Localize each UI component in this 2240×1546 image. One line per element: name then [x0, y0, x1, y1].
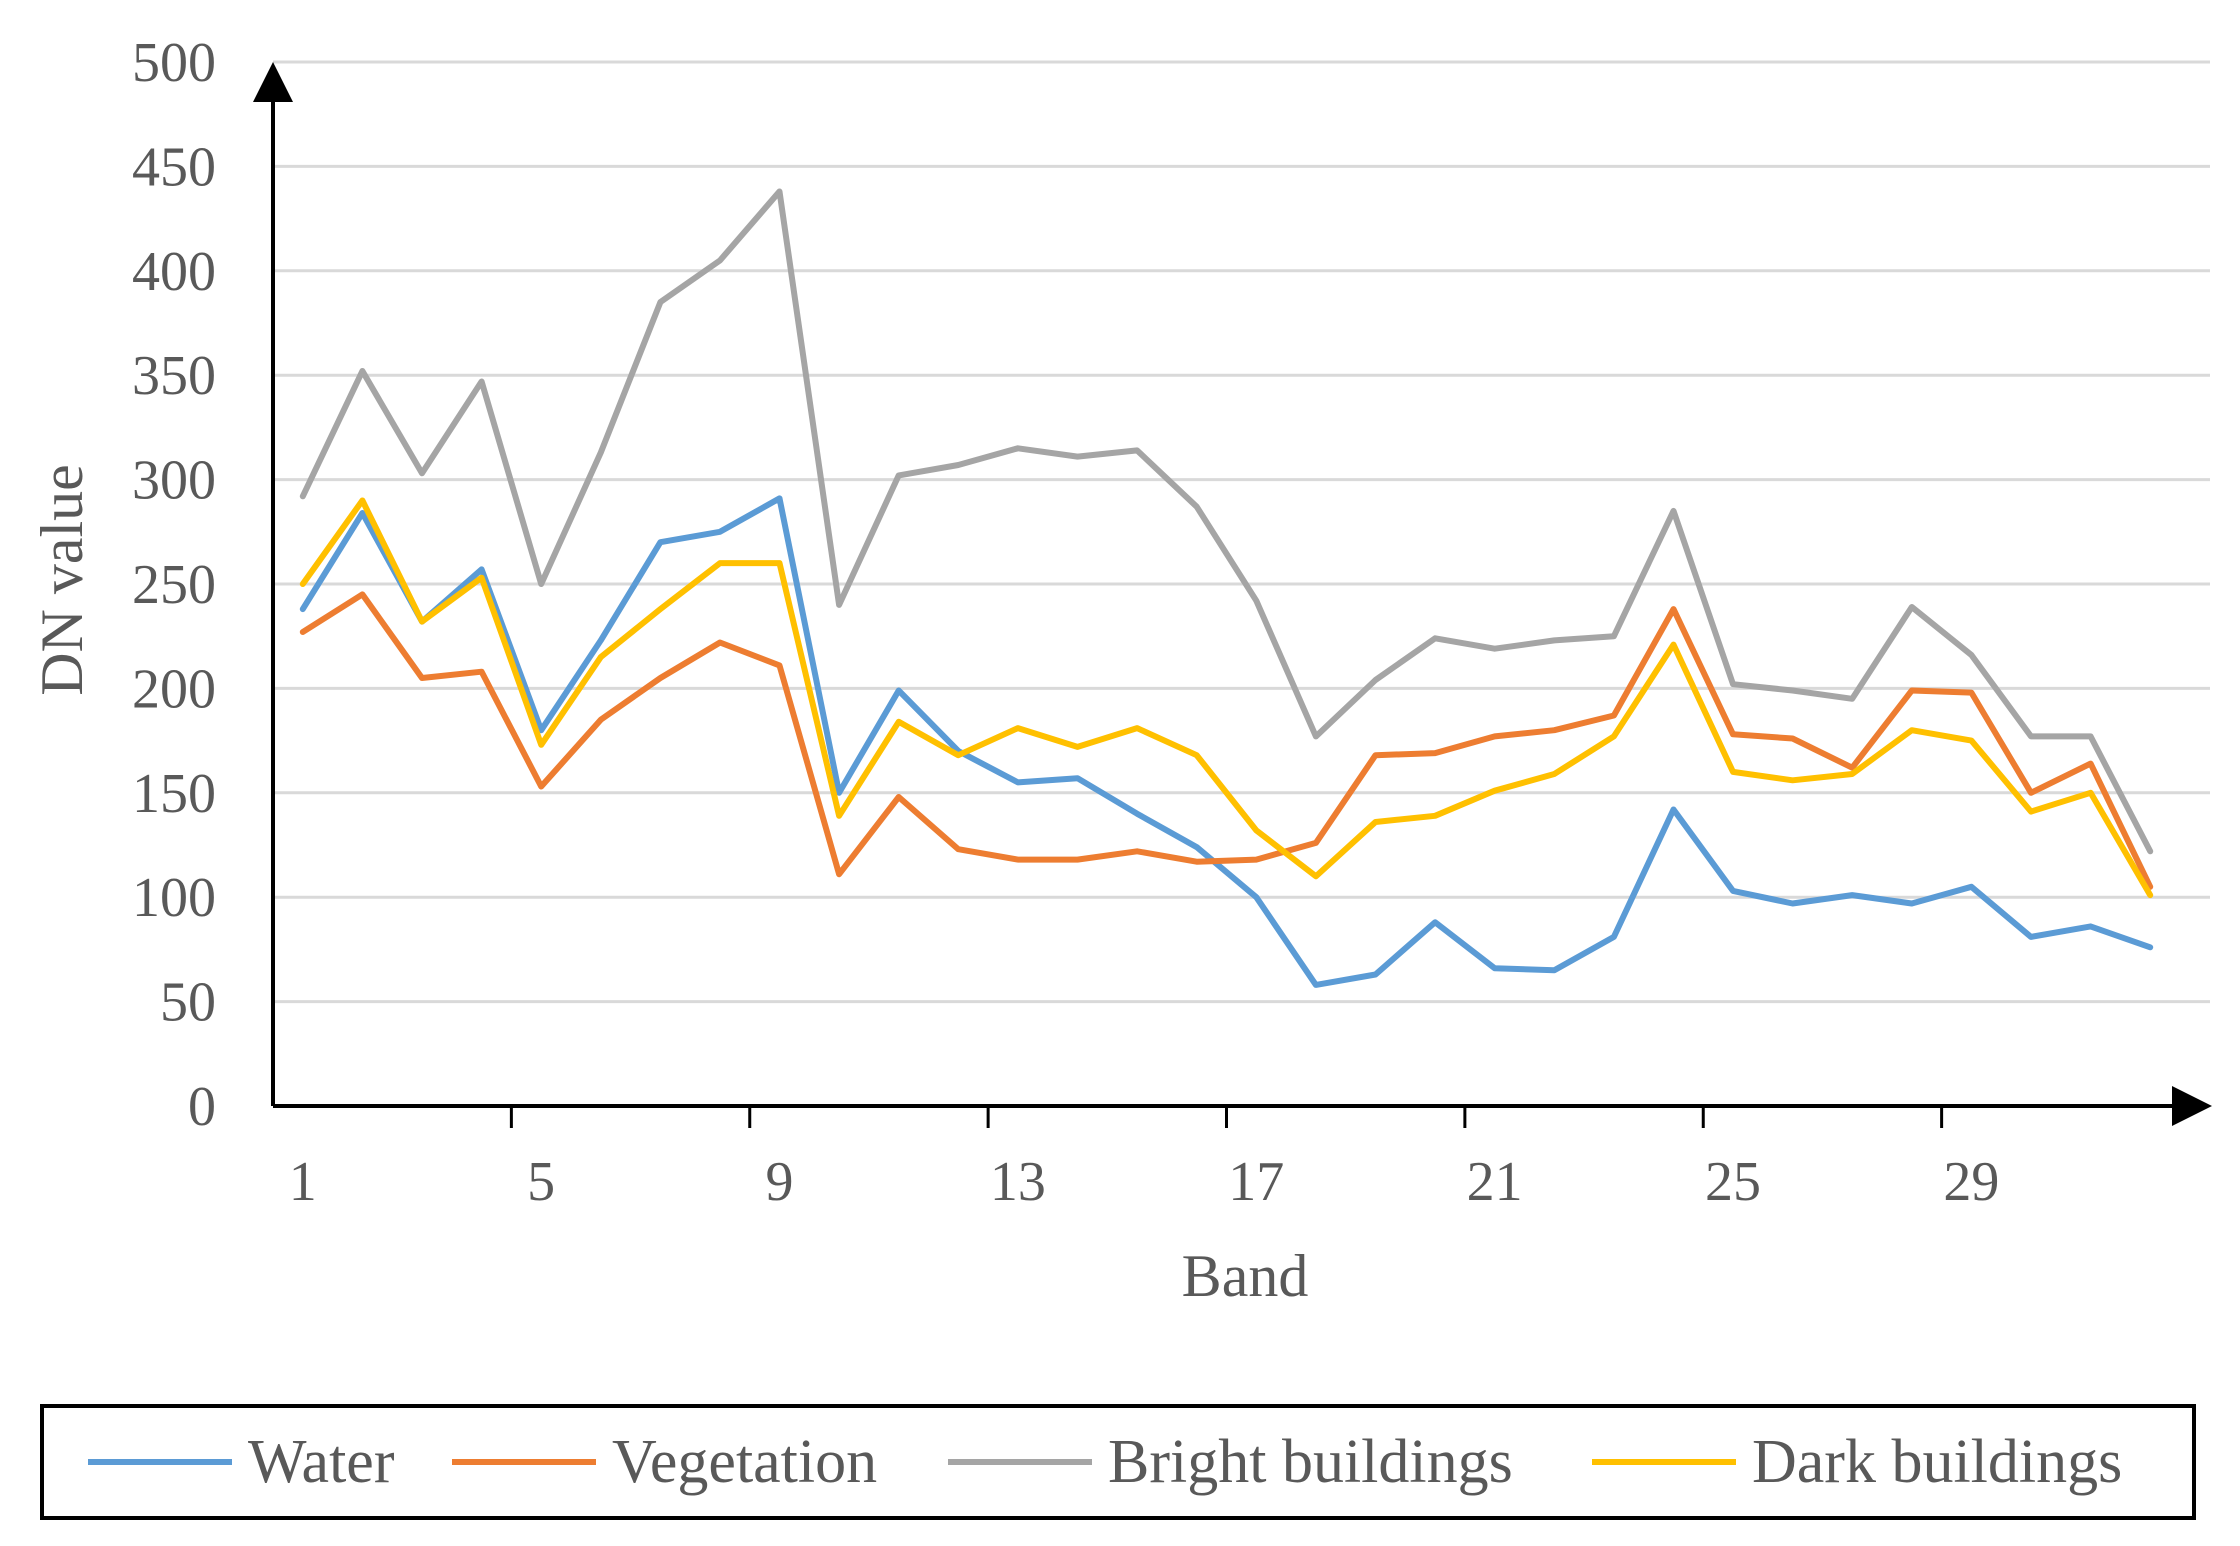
y-tick-label: 100 [132, 867, 216, 929]
x-tick-label: 21 [1467, 1151, 1523, 1213]
y-tick-label: 250 [132, 554, 216, 616]
y-tick-label: 350 [132, 345, 216, 407]
x-tick-label: 9 [766, 1151, 794, 1213]
series-line-water [299, 495, 2154, 988]
x-axis-title: Band [1182, 1243, 1309, 1309]
y-tick-label: 300 [132, 450, 216, 512]
axes [253, 62, 2212, 1128]
legend: Water Vegetation Bright buildings Dark b… [40, 1404, 2196, 1520]
series-line-bright-buildings [299, 188, 2154, 855]
y-axis-arrow [253, 62, 293, 102]
legend-item-vegetation: Vegetation [452, 1428, 877, 1496]
y-tick-label: 200 [132, 658, 216, 720]
y-tick-label: 0 [188, 1076, 216, 1138]
legend-box [40, 1404, 2196, 1520]
x-tick-label: 13 [990, 1151, 1046, 1213]
gridlines [273, 60, 2210, 1004]
y-tick-label: 450 [132, 136, 216, 198]
x-tick-label: 29 [1943, 1151, 1999, 1213]
y-tick-label: 50 [160, 972, 216, 1034]
y-tick-labels: 0 50 100 150 200 250 300 350 400 450 500 [132, 32, 216, 1138]
x-tick-label: 17 [1228, 1151, 1284, 1213]
legend-label-bright-buildings: Bright buildings [1108, 1428, 1513, 1496]
legend-item-water: Water [88, 1428, 395, 1496]
legend-item-dark-buildings: Dark buildings [1592, 1428, 2122, 1496]
legend-label-dark-buildings: Dark buildings [1752, 1428, 2122, 1496]
x-axis-arrow [2172, 1086, 2212, 1126]
y-tick-label: 150 [132, 763, 216, 825]
legend-label-water: Water [248, 1428, 395, 1496]
x-tick-label: 25 [1705, 1151, 1761, 1213]
legend-item-bright-buildings: Bright buildings [948, 1428, 1513, 1496]
series-line-vegetation [299, 591, 2154, 890]
y-axis-title: DN value [29, 464, 95, 696]
y-tick-label: 400 [132, 241, 216, 303]
y-tick-label: 500 [132, 32, 216, 94]
series-line-dark-buildings [299, 497, 2154, 899]
x-tick-label: 5 [527, 1151, 555, 1213]
x-tick-labels: 1 5 9 13 17 21 25 29 [289, 1151, 2000, 1213]
series-lines [299, 188, 2154, 988]
x-tick-label: 1 [289, 1151, 317, 1213]
legend-label-vegetation: Vegetation [612, 1428, 877, 1496]
